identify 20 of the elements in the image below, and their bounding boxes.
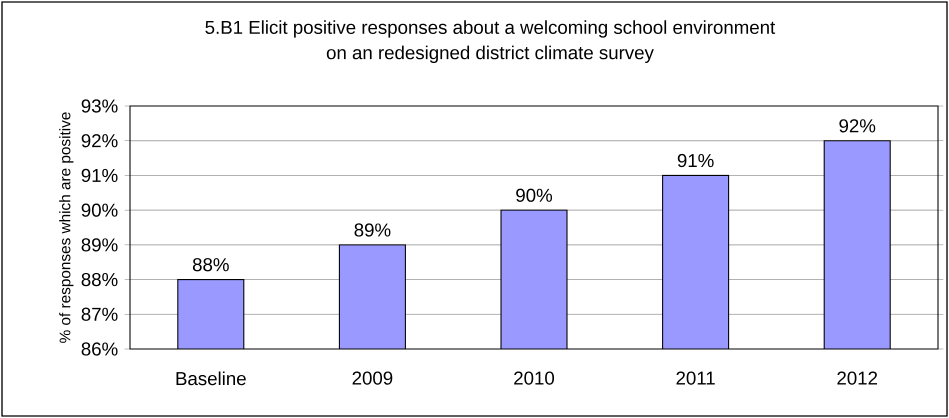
chart-title: 5.B1 Elicit positive responses about a welcoming school environment on an redesigned district climate survey xyxy=(205,20,776,63)
y-tick-label: 90% xyxy=(82,204,118,217)
y-tick-label: 87% xyxy=(82,308,118,321)
y-tick-label: 89% xyxy=(82,238,118,252)
data-label: 89% xyxy=(354,223,390,237)
y-tick-label: 88% xyxy=(82,272,118,286)
y-tick-label: 86% xyxy=(82,342,118,356)
x-tick-label: Baseline xyxy=(176,371,246,386)
y-axis-title: % of responses which are positive xyxy=(59,112,74,343)
data-label: 88% xyxy=(192,258,229,272)
x-tick-label: 2011 xyxy=(676,371,715,385)
data-label: 92% xyxy=(839,119,876,132)
x-tick-label: 2010 xyxy=(514,371,554,385)
data-label: 91% xyxy=(678,154,714,168)
y-tick-label: 92% xyxy=(82,134,118,148)
x-tick-label: 2009 xyxy=(352,371,392,385)
data-label: 90% xyxy=(516,188,552,202)
y-tick-label: 93% xyxy=(82,99,118,113)
y-tick-label: 91% xyxy=(82,168,118,182)
x-tick-label: 2012 xyxy=(837,371,878,385)
